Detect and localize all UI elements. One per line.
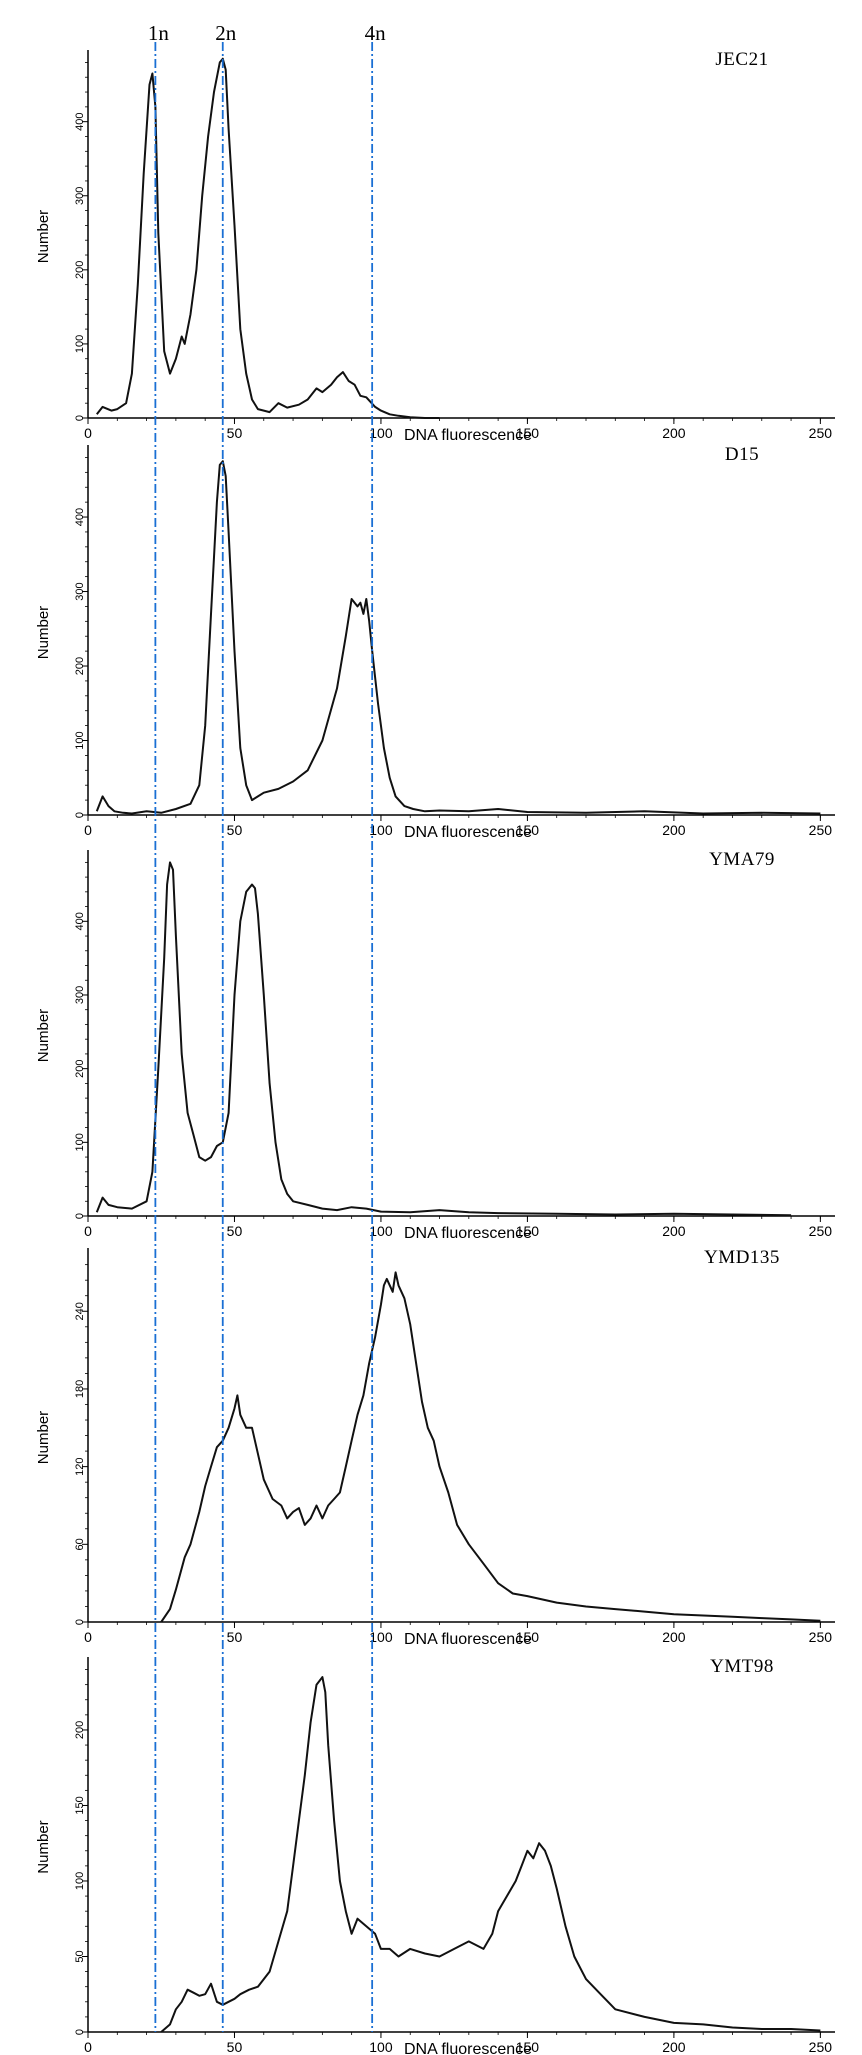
y-tick-label: 200 xyxy=(74,657,86,675)
x-axis-label: DNA fluorescence xyxy=(404,427,532,444)
panel-title: YMA79 xyxy=(709,849,775,870)
x-tick-label: 50 xyxy=(227,2039,243,2055)
histogram-panel-3: 0 50 100 150 200 250 0 100 200 300 400 Number DNA fl… xyxy=(35,849,835,1242)
x-tick-label: 150 xyxy=(516,1223,540,1239)
x-tick-label: 200 xyxy=(662,2039,686,2055)
y-tick-label: 200 xyxy=(74,261,86,279)
histogram-series-line xyxy=(95,861,792,1217)
y-tick-label: 50 xyxy=(74,1950,86,1962)
x-tick-label: 0 xyxy=(84,1223,92,1239)
x-tick-label: 200 xyxy=(662,822,686,838)
panel-title: YMT98 xyxy=(710,1656,774,1677)
x-tick-label: 250 xyxy=(809,1629,833,1645)
reference-line-label: 1n xyxy=(148,21,170,45)
y-tick-label: 300 xyxy=(74,582,86,600)
x-tick-label: 100 xyxy=(369,1223,393,1239)
y-tick-label: 0 xyxy=(74,2029,86,2035)
x-axis-label: DNA fluorescence xyxy=(404,824,532,841)
y-tick-label: 180 xyxy=(74,1380,86,1398)
x-tick-label: 50 xyxy=(227,425,243,441)
x-tick-label: 200 xyxy=(662,1629,686,1645)
y-axis-label: Number xyxy=(35,606,52,659)
reference-lines-layer: 1n 2n 4n xyxy=(148,21,386,2032)
x-tick-label: 0 xyxy=(84,2039,92,2055)
x-tick-label: 150 xyxy=(516,2039,540,2055)
x-tick-label: 200 xyxy=(662,1223,686,1239)
x-tick-label: 50 xyxy=(227,1223,243,1239)
x-tick-label: 50 xyxy=(227,1629,243,1645)
panels-layer: 0 50 100 150 200 250 0 100 200 300 400 Number DNA fl… xyxy=(35,49,835,2055)
y-tick-label: 60 xyxy=(74,1538,86,1550)
x-axis-label: DNA fluorescence xyxy=(404,2041,532,2055)
histogram-series-line xyxy=(160,1676,821,2033)
x-tick-label: 150 xyxy=(516,425,540,441)
x-axis-label: DNA fluorescence xyxy=(404,1225,532,1242)
reference-line-label: 4n xyxy=(365,21,387,45)
x-tick-label: 50 xyxy=(227,822,243,838)
x-tick-label: 100 xyxy=(369,822,393,838)
y-axis-label: Number xyxy=(35,1820,52,1873)
x-axis-label: DNA fluorescence xyxy=(404,1631,532,1648)
panel-title: YMD135 xyxy=(704,1247,780,1268)
histogram-panel-1: 0 50 100 150 200 250 0 100 200 300 400 Number DNA fl… xyxy=(35,49,835,444)
x-tick-label: 200 xyxy=(662,425,686,441)
y-tick-label: 0 xyxy=(74,415,86,421)
x-tick-label: 100 xyxy=(369,2039,393,2055)
y-tick-label: 400 xyxy=(74,112,86,130)
y-axis-label: Number xyxy=(35,1411,52,1464)
y-tick-label: 0 xyxy=(74,1213,86,1219)
y-tick-label: 0 xyxy=(74,812,86,818)
y-tick-label: 300 xyxy=(74,986,86,1004)
panel-title: JEC21 xyxy=(715,49,768,70)
y-tick-label: 120 xyxy=(74,1457,86,1475)
panel-title: D15 xyxy=(725,444,759,465)
histogram-panel-5: 0 50 100 150 200 250 0 50 100 150 200 Number DNA flu… xyxy=(35,1656,835,2055)
x-tick-label: 100 xyxy=(369,1629,393,1645)
histogram-series-line xyxy=(160,1271,821,1623)
reference-line-label: 2n xyxy=(215,21,237,45)
x-tick-label: 250 xyxy=(809,2039,833,2055)
x-tick-label: 250 xyxy=(809,425,833,441)
histogram-panel-4: 0 50 100 150 200 250 0 60 120 180 240 Number DNA flu… xyxy=(35,1247,835,1648)
y-tick-label: 240 xyxy=(74,1302,86,1320)
y-tick-label: 100 xyxy=(74,1872,86,1890)
y-tick-label: 100 xyxy=(74,335,86,353)
x-tick-label: 250 xyxy=(809,1223,833,1239)
y-tick-label: 0 xyxy=(74,1619,86,1625)
y-tick-label: 100 xyxy=(74,1133,86,1151)
y-axis-label: Number xyxy=(35,210,52,263)
y-tick-label: 200 xyxy=(74,1059,86,1077)
y-tick-label: 300 xyxy=(74,187,86,205)
y-tick-label: 150 xyxy=(74,1796,86,1814)
x-tick-label: 0 xyxy=(84,822,92,838)
histogram-panel-2: 0 50 100 150 200 250 0 100 200 300 400 Number DNA fl… xyxy=(35,444,835,841)
x-tick-label: 150 xyxy=(516,822,540,838)
x-tick-label: 0 xyxy=(84,1629,92,1645)
y-tick-label: 100 xyxy=(74,731,86,749)
x-tick-label: 100 xyxy=(369,425,393,441)
x-tick-label: 0 xyxy=(84,425,92,441)
histogram-series-line xyxy=(95,460,821,815)
y-tick-label: 400 xyxy=(74,508,86,526)
x-tick-label: 150 xyxy=(516,1629,540,1645)
y-tick-label: 200 xyxy=(74,1721,86,1739)
x-tick-label: 250 xyxy=(809,822,833,838)
histogram-series-line xyxy=(96,57,440,419)
y-tick-label: 400 xyxy=(74,912,86,930)
y-axis-label: Number xyxy=(35,1009,52,1062)
